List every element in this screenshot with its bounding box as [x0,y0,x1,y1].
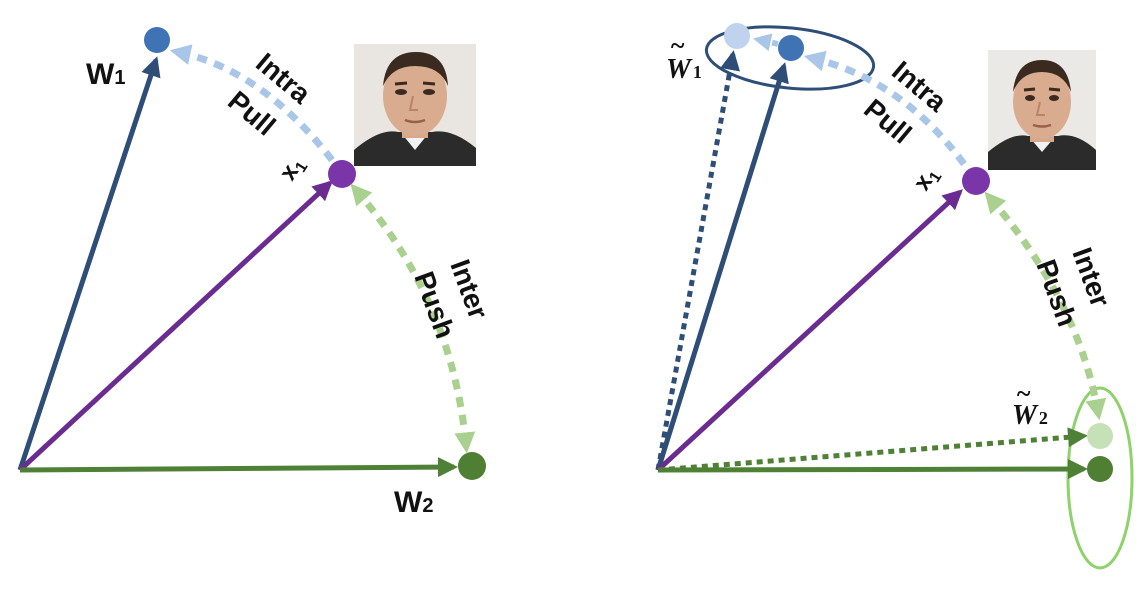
w1-point-right [778,35,804,61]
svg-text:~: ~ [1016,379,1031,408]
face-photo-icon-right [988,50,1096,170]
w2-point-right [1087,456,1113,482]
intra-pull-arrow [169,44,335,163]
pull-label: Pull [222,85,281,142]
svg-text:~: ~ [670,31,685,60]
svg-text:W1: W1 [666,54,702,85]
x1-label: x1 [274,152,311,187]
w1-cluster-ellipse [704,25,876,91]
w2-tilde-point [1087,423,1113,449]
x1-label-right: x1 [908,162,945,197]
inter-push-arrow [350,183,476,454]
w2-point [458,452,486,480]
x1-point-right [962,167,990,195]
face-photo-icon [354,44,476,166]
x1-vector-right [656,189,963,472]
w2-vector-right [657,459,1088,480]
w1-shift-arrow [752,33,779,52]
intra-pull-arrow-right [803,50,967,167]
w1-label: W1 [86,58,125,91]
w2-tilde-vector [657,427,1088,473]
w1-tilde-point [724,23,750,49]
w2-vector [19,457,458,478]
inter-push-arrow-right [984,191,1107,421]
w1-tilde-vector [655,50,741,471]
svg-text:W2: W2 [1012,400,1048,431]
w1-vector-right [655,62,789,471]
w2-label: W2 [394,486,433,519]
x1-vector [18,180,333,472]
x1-point [328,160,356,188]
w1-vector [17,56,161,471]
pull-label-right: Pull [858,93,917,150]
left-panel: W1 x1 W2 Intra Pull Inter Push [17,27,494,519]
w1-point [144,27,170,53]
